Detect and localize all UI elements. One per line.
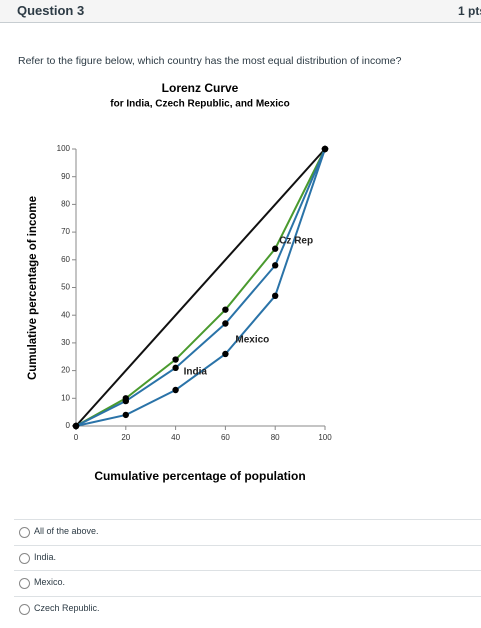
y-tick-label: 80 [61,200,70,209]
x-tick-label: 100 [318,433,332,442]
answer-option[interactable]: India. [14,544,481,571]
x-tick-label: 40 [171,433,180,442]
chart: Lorenz Curve for India, Czech Republic, … [27,81,332,483]
y-tick-label: 0 [66,421,71,430]
option-label[interactable]: India. [34,551,57,562]
x-axis-label: Cumulative percentage of population [94,469,305,483]
data-point [222,350,229,358]
data-point [172,386,179,394]
y-tick-label: 30 [61,338,70,347]
series-label: Cz Rep [279,235,313,246]
data-point [72,422,80,430]
y-axis-label: Cumulative percentage of income [27,196,39,380]
y-tick-label: 50 [61,283,70,292]
x-tick-label: 20 [121,433,130,442]
y-tick-label: 20 [61,366,70,375]
x-tick-label: 80 [271,433,280,442]
radio-button[interactable] [19,527,30,538]
radio-button[interactable] [19,552,30,564]
series-line [75,148,326,427]
y-tick-label: 10 [61,393,70,402]
y-tick-label: 60 [61,255,70,264]
chart-title: Lorenz Curve [162,81,239,95]
data-point [122,397,129,405]
data-point [172,364,179,372]
option-label[interactable]: Mexico. [34,577,66,587]
y-tick-label: 90 [61,172,70,181]
option-label[interactable]: Czech Republic. [34,602,100,613]
data-point [272,292,279,300]
answer-option[interactable]: Mexico. [14,570,481,596]
data-point [172,356,179,363]
series-label: Mexico [235,335,269,346]
series-line [75,148,326,427]
x-tick-label: 0 [74,433,79,442]
radio-button[interactable] [19,603,30,615]
radio-button[interactable] [19,578,30,589]
chart-subtitle: for India, Czech Republic, and Mexico [110,99,289,110]
answer-option[interactable]: All of the above. [14,519,481,545]
question-text: Refer to the figure below, which country… [18,55,402,67]
x-tick-label: 60 [221,433,230,442]
data-point [122,411,129,419]
question-title: Question 3 [17,3,85,18]
series-line [75,148,326,427]
data-point [272,262,279,269]
data-point [222,306,229,313]
y-tick-label: 100 [57,144,71,153]
points: 1 pts [458,4,481,18]
option-label[interactable]: All of the above. [34,526,99,536]
data-point [222,320,229,327]
series-line [75,148,326,427]
y-tick-label: 40 [61,310,70,319]
data-point [321,145,329,153]
y-tick-label: 70 [61,227,70,236]
question-header: Question 3 1 pts [0,0,481,23]
answer-option[interactable]: Czech Republic. [14,595,481,622]
series-label: India [184,366,208,377]
data-point [272,245,279,252]
